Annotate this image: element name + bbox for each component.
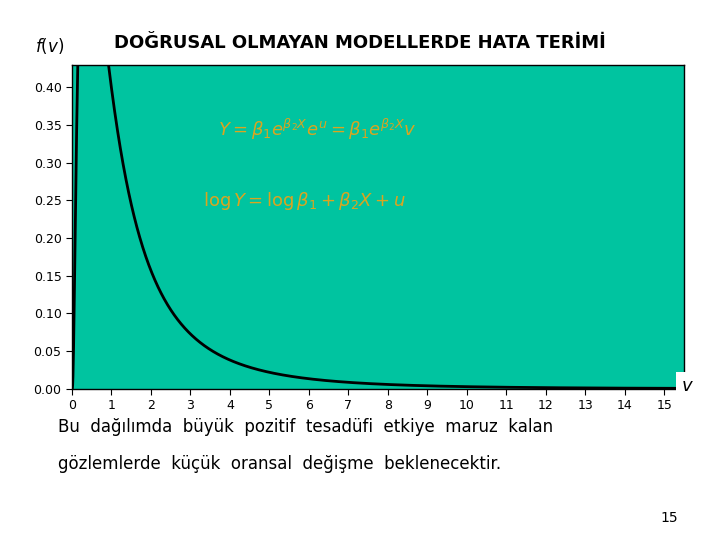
Text: $Y = \beta_1 e^{\beta_2 X} e^u = \beta_1 e^{\beta_2 X} v$: $Y = \beta_1 e^{\beta_2 X} e^u = \beta_1…	[217, 117, 416, 142]
Text: $v$: $v$	[681, 377, 694, 395]
Text: DOĞRUSAL OLMAYAN MODELLERDE HATA TERİMİ: DOĞRUSAL OLMAYAN MODELLERDE HATA TERİMİ	[114, 34, 606, 52]
Text: $f(v)$: $f(v)$	[35, 36, 65, 56]
Text: gözlemlerde  küçük  oransal  değişme  beklenecektir.: gözlemlerde küçük oransal değişme beklen…	[58, 455, 500, 474]
Text: $\log Y = \log \beta_1 + \beta_2 X + u$: $\log Y = \log \beta_1 + \beta_2 X + u$	[203, 190, 406, 212]
Text: Bu  dağılımda  büyük  pozitif  tesadüfi  etkiye  maruz  kalan: Bu dağılımda büyük pozitif tesadüfi etki…	[58, 417, 553, 436]
Text: 15: 15	[661, 511, 678, 525]
